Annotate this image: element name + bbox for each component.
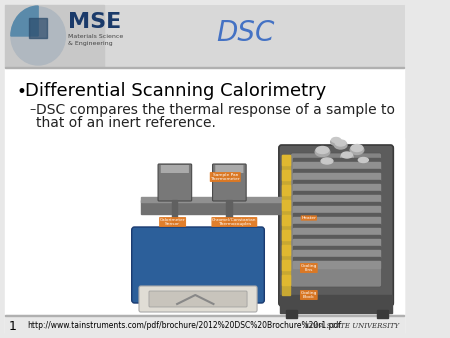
Bar (377, 310, 388, 318)
Text: Sample Pan
Thermometer: Sample Pan Thermometer (211, 173, 240, 181)
Bar (293, 257, 380, 261)
Ellipse shape (351, 145, 363, 151)
Text: 1: 1 (9, 319, 17, 333)
Text: MSE: MSE (68, 12, 122, 32)
Text: DSC compares the thermal response of a sample to: DSC compares the thermal response of a s… (36, 103, 396, 117)
Bar (282, 155, 290, 295)
Bar (293, 202, 380, 206)
Bar (282, 275, 290, 285)
Bar (293, 195, 380, 202)
Ellipse shape (11, 7, 65, 65)
Ellipse shape (321, 158, 333, 164)
Bar (293, 246, 380, 250)
Ellipse shape (357, 159, 369, 166)
Bar (282, 155, 290, 165)
Bar (141, 197, 282, 202)
Text: Calorimeter
Sensor: Calorimeter Sensor (160, 218, 185, 226)
Bar (293, 173, 380, 180)
Bar (293, 228, 380, 235)
Ellipse shape (316, 146, 329, 153)
Text: IOWA STATE UNIVERSITY: IOWA STATE UNIVERSITY (305, 322, 400, 330)
Bar (293, 235, 380, 239)
Bar (282, 260, 290, 270)
Text: Cooling
Fins: Cooling Fins (301, 264, 317, 272)
Ellipse shape (350, 145, 364, 154)
Bar (282, 200, 290, 210)
FancyBboxPatch shape (279, 145, 393, 306)
Bar (293, 239, 380, 246)
Text: & Engineering: & Engineering (68, 41, 113, 46)
Bar (293, 169, 380, 173)
Text: Differential Scanning Calorimetry: Differential Scanning Calorimetry (24, 82, 326, 100)
Bar (282, 230, 290, 240)
FancyBboxPatch shape (149, 291, 247, 307)
Bar (293, 162, 380, 169)
FancyBboxPatch shape (139, 286, 257, 312)
Bar (293, 180, 380, 184)
Bar (118, 138, 404, 313)
Text: DSC: DSC (216, 19, 274, 47)
Text: •: • (16, 83, 26, 101)
Bar (282, 170, 290, 180)
Text: that of an inert reference.: that of an inert reference. (36, 116, 216, 130)
FancyBboxPatch shape (132, 227, 264, 303)
Ellipse shape (332, 138, 341, 143)
Bar (293, 250, 380, 257)
Bar (4, 67, 404, 68)
Bar (293, 224, 380, 228)
Bar (282, 215, 290, 225)
Bar (293, 206, 380, 213)
FancyBboxPatch shape (158, 164, 192, 201)
FancyBboxPatch shape (161, 165, 189, 173)
Text: Heater: Heater (302, 216, 316, 220)
Text: Materials Science: Materials Science (68, 33, 123, 39)
Bar (293, 213, 380, 217)
Text: Cooling
Block: Cooling Block (301, 291, 317, 299)
Bar (226, 200, 232, 225)
Ellipse shape (342, 152, 352, 158)
Bar (29, 18, 47, 38)
Bar (293, 191, 380, 195)
Bar (293, 261, 380, 268)
Bar (280, 295, 392, 313)
Bar (4, 5, 404, 67)
Bar (293, 217, 380, 224)
Text: Chromel/Constantan
Thermocouples: Chromel/Constantan Thermocouples (212, 218, 256, 226)
Bar (4, 315, 404, 335)
Ellipse shape (341, 153, 353, 161)
FancyBboxPatch shape (215, 165, 243, 173)
Wedge shape (11, 6, 38, 36)
Bar (293, 184, 380, 191)
Bar (286, 310, 297, 318)
Ellipse shape (334, 141, 347, 149)
FancyBboxPatch shape (212, 164, 246, 201)
Bar (4, 315, 404, 316)
Bar (282, 185, 290, 195)
Ellipse shape (335, 140, 346, 146)
Ellipse shape (358, 158, 369, 163)
Text: http://www.tainstruments.com/pdf/brochure/2012%20DSC%20Brochure%20r1.pdf: http://www.tainstruments.com/pdf/brochur… (27, 321, 342, 331)
Text: –: – (29, 103, 35, 116)
Bar (4, 5, 104, 67)
Bar (141, 200, 282, 214)
Bar (172, 200, 177, 225)
Bar (293, 158, 380, 162)
Ellipse shape (320, 159, 334, 167)
Ellipse shape (331, 139, 342, 145)
Bar (282, 245, 290, 255)
FancyBboxPatch shape (291, 153, 382, 287)
Ellipse shape (315, 147, 330, 156)
